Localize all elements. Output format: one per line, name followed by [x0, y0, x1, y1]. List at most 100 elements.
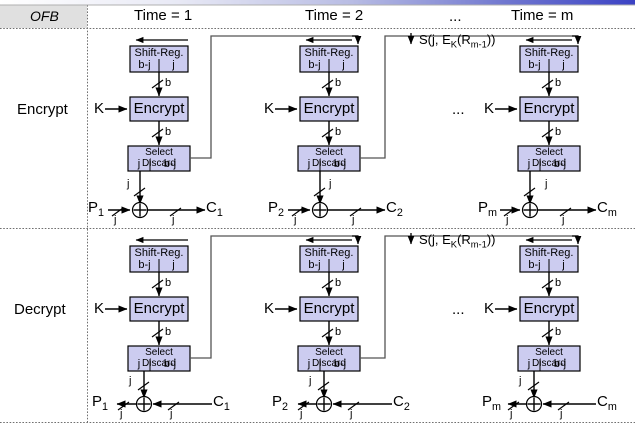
feedback-annotation: S(j, EK(Rm-1)) — [419, 32, 496, 50]
annotation-sub-k: K — [450, 39, 458, 50]
width-label-b: b — [555, 277, 562, 289]
shift-reg-title: Shift-Reg. — [304, 47, 354, 59]
column-header-time-m: Time = m — [511, 7, 574, 24]
plaintext-output-m: Pm — [482, 393, 502, 413]
annotation-part-1: S(j, E — [419, 232, 451, 247]
shift-reg-title: Shift-Reg. — [134, 247, 184, 259]
shift-reg-title: Shift-Reg. — [524, 47, 574, 59]
annotation-sub-k: K — [450, 239, 458, 250]
annotation-sub-m1: m-1 — [470, 39, 487, 50]
select-discard-box — [127, 145, 191, 172]
width-label-j: j — [562, 214, 565, 226]
ciphertext-output-2: C2 — [386, 199, 403, 219]
shift-reg-title: Shift-Reg. — [524, 247, 574, 259]
width-label-j: j — [329, 178, 332, 190]
width-label-b: b — [555, 326, 562, 338]
width-label-j: j — [560, 408, 563, 420]
select-right-label: b-j — [163, 158, 177, 170]
annotation-part-2: (R — [457, 32, 471, 47]
encrypt-row-graphics — [105, 36, 597, 219]
plaintext-input-2: P2 — [268, 199, 285, 219]
row-label-decrypt: Decrypt — [14, 301, 66, 318]
feedback-annotation: S(j, EK(Rm-1)) — [419, 232, 496, 250]
mode-header-cell — [0, 5, 87, 28]
shift-reg-right-label: j — [562, 59, 565, 71]
select-discard-title: Select Discard — [532, 147, 566, 169]
width-label-j: j — [309, 375, 312, 387]
width-label-j: j — [352, 214, 355, 226]
width-label-j: j — [172, 214, 175, 226]
ciphertext-input-m: Cm — [597, 393, 617, 413]
annotation-part-3: )) — [486, 32, 496, 47]
encrypt-block-label: Encrypt — [133, 100, 185, 117]
ciphertext-output-m: Cm — [597, 199, 617, 219]
select-right-label: b-j — [333, 158, 347, 170]
shift-reg-left-label: b-j — [528, 259, 541, 271]
width-label-j: j — [129, 375, 132, 387]
select-left-label: j — [307, 358, 311, 370]
width-label-j: j — [120, 408, 123, 420]
select-discard-title: Select Discard — [312, 347, 346, 369]
select-left-label: j — [137, 358, 141, 370]
key-input-label: K — [484, 100, 495, 117]
shift-reg-right-label: j — [172, 259, 175, 271]
select-left-label: j — [307, 158, 311, 170]
key-input-label: K — [264, 100, 275, 117]
width-label-b: b — [335, 326, 342, 338]
select-right-label: b-j — [163, 358, 177, 370]
encrypt-box — [129, 96, 189, 122]
column-header-time-2: Time = 2 — [305, 7, 364, 24]
key-input-label: K — [94, 100, 105, 117]
select-discard-box — [127, 345, 191, 372]
encrypt-block-label: Encrypt — [303, 100, 355, 117]
width-label-b: b — [165, 326, 172, 338]
column-header-ellipsis: ... — [449, 8, 462, 25]
select-left-label: j — [527, 158, 531, 170]
encrypt-block-label: Encrypt — [133, 300, 185, 317]
width-label-j: j — [506, 214, 509, 226]
plaintext-output-1: P1 — [92, 393, 109, 413]
select-discard-title: Select Discard — [142, 147, 176, 169]
width-label-j: j — [545, 178, 548, 190]
select-discard-box — [517, 145, 581, 172]
encrypt-box — [299, 96, 359, 122]
width-label-j: j — [170, 408, 173, 420]
mode-label: OFB — [30, 8, 59, 24]
encrypt-block-label: Encrypt — [523, 100, 575, 117]
encrypt-block-label: Encrypt — [303, 300, 355, 317]
encrypt-box — [129, 296, 189, 322]
annotation-part-3: )) — [486, 232, 496, 247]
encrypt-box — [519, 296, 579, 322]
key-input-label: K — [94, 300, 105, 317]
encrypt-feedback-paths — [190, 33, 582, 159]
select-discard-title: Select Discard — [532, 347, 566, 369]
key-input-label: K — [264, 300, 275, 317]
annotation-part-2: (R — [457, 232, 471, 247]
shift-reg-title: Shift-Reg. — [134, 47, 184, 59]
shift-reg-left-label: b-j — [308, 259, 321, 271]
ciphertext-output-1: C1 — [206, 199, 223, 219]
width-label-j: j — [114, 214, 117, 226]
shift-reg-title: Shift-Reg. — [304, 247, 354, 259]
key-input-label: K — [484, 300, 495, 317]
width-label-j: j — [300, 408, 303, 420]
decrypt-feedback-paths — [190, 233, 582, 359]
width-label-b: b — [335, 77, 342, 89]
shift-reg-right-label: j — [342, 59, 345, 71]
select-right-label: b-j — [333, 358, 347, 370]
width-label-j: j — [350, 408, 353, 420]
encrypt-box — [519, 96, 579, 122]
width-label-j: j — [519, 375, 522, 387]
shift-reg-right-label: j — [562, 259, 565, 271]
select-right-label: b-j — [553, 158, 567, 170]
select-discard-box — [517, 345, 581, 372]
column-ellipsis-encrypt: ... — [452, 101, 465, 118]
column-header-time-1: Time = 1 — [134, 7, 193, 24]
encrypt-box — [299, 296, 359, 322]
annotation-sub-m1: m-1 — [470, 239, 487, 250]
shift-reg-left-label: b-j — [138, 59, 151, 71]
select-right-label: b-j — [553, 358, 567, 370]
width-label-b: b — [555, 77, 562, 89]
